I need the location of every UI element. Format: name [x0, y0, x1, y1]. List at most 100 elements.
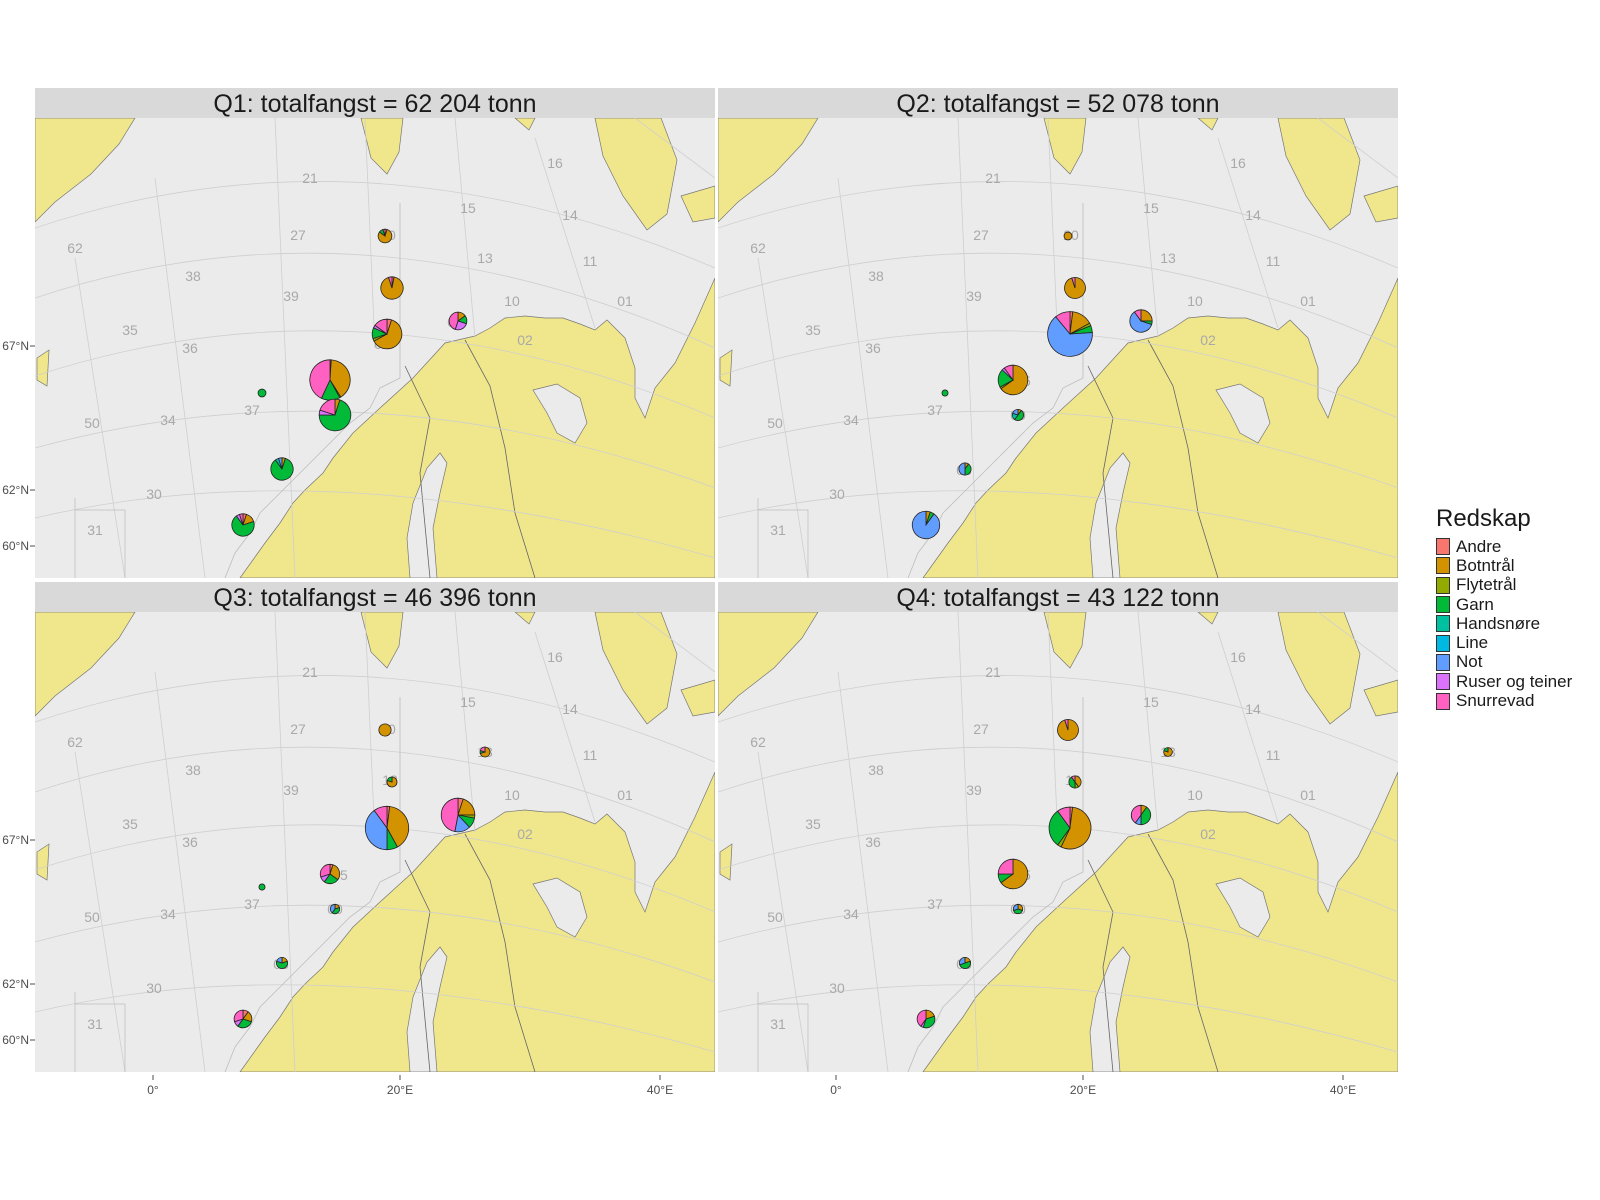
pie-area-00: [1012, 903, 1024, 915]
area-label: 16: [547, 649, 563, 665]
y-tick-label: 62°N: [2, 977, 29, 991]
pie-area-13: [1163, 747, 1173, 757]
pie-slice: [319, 398, 336, 416]
legend-item: Line: [1436, 633, 1600, 652]
pie-slice: [916, 1009, 927, 1027]
x-tick-label: 0°: [147, 1083, 159, 1097]
pie-area-06: [958, 462, 972, 476]
y-tick-label: 62°N: [2, 483, 29, 497]
area-label: 34: [160, 412, 176, 428]
pie-slice: [386, 776, 398, 788]
pie-area-03: [1129, 309, 1153, 333]
pie-area-06: [276, 956, 288, 969]
area-label: 16: [1230, 649, 1246, 665]
pie-area-05: [309, 359, 351, 401]
area-label: 31: [770, 522, 786, 538]
pie-slice: [309, 359, 331, 399]
area-label: 14: [562, 207, 578, 223]
map-area: 2116151427206213113839121001353603020405…: [718, 118, 1398, 578]
pie-area-04: [364, 805, 410, 851]
pie-slice: [276, 960, 288, 969]
area-label: 01: [1300, 787, 1316, 803]
area-label: 01: [1300, 293, 1316, 309]
area-label: 27: [290, 227, 306, 243]
pie-area-03: [1130, 804, 1152, 826]
pie-area-05: [997, 858, 1029, 890]
area-label: 37: [244, 402, 260, 418]
pie-slice: [1048, 810, 1071, 846]
area-label: 14: [1245, 701, 1261, 717]
map-area: 2116151427206213113839121001353603020405…: [718, 612, 1398, 1072]
legend: Redskap Andre Botntrål Flytetrål Garn Handsn…: [1436, 505, 1600, 711]
area-label: 27: [973, 227, 989, 243]
legend-item: Ruser og teiner: [1436, 672, 1600, 691]
area-label: 13: [1160, 250, 1176, 266]
pie-slice: [278, 457, 283, 470]
pie-slice: [1133, 309, 1142, 323]
pie-slice: [386, 776, 393, 783]
pie-slice: [378, 723, 392, 737]
area-label: 16: [547, 155, 563, 171]
legend-item: Not: [1436, 652, 1600, 672]
pie-area-12: [1068, 775, 1082, 789]
pie-area-07: [911, 510, 941, 540]
area-label: 36: [182, 340, 198, 356]
area-label: 15: [460, 200, 476, 216]
area-label: 21: [985, 664, 1001, 680]
area-label: 21: [302, 664, 318, 680]
area-label: 50: [767, 909, 783, 925]
pie-area-07: [916, 1009, 936, 1029]
area-label: 34: [160, 906, 176, 922]
area-label: 39: [966, 782, 982, 798]
legend-label: Handsnøre: [1456, 613, 1541, 633]
x-tick-label: 40°E: [647, 1083, 673, 1097]
pie-slice: [959, 956, 966, 966]
pie-slice: [374, 318, 388, 335]
x-tick-label: 20°E: [1070, 1083, 1096, 1097]
pie-area-05: [997, 364, 1029, 396]
area-label: 38: [868, 268, 884, 284]
pie-slice: [440, 797, 459, 832]
pie-slice: [329, 903, 336, 914]
pie-slice: [958, 462, 966, 476]
legend-item: Botntrål: [1436, 556, 1600, 575]
pie-slice: [448, 311, 459, 330]
pie-area-03: [448, 311, 468, 331]
pie-slice: [1064, 719, 1069, 731]
legend-swatch: [1436, 634, 1450, 652]
pie-slice: [1012, 903, 1019, 911]
legend-label: Botntrål: [1456, 555, 1515, 575]
legend-swatch: [1436, 576, 1450, 594]
pie-area-12: [386, 776, 398, 788]
pie-slice: [1129, 311, 1153, 333]
area-label: 11: [583, 747, 598, 763]
legend-label: Snurrevad: [1456, 691, 1535, 711]
pie-area-20: [1063, 231, 1073, 241]
pie-slice: [1060, 806, 1092, 850]
area-label: 16: [1230, 155, 1246, 171]
panel-strip: [718, 88, 1398, 118]
area-label: 01: [617, 787, 633, 803]
axis-layer: 0° 20°E 40°E 0° 20°E 40°E 67°N 62°N 60°N 67°N 62°N…: [2, 339, 1356, 1097]
pie-slice: [380, 276, 404, 300]
area-label: 15: [1143, 200, 1159, 216]
area-label: 35: [122, 816, 138, 832]
pie-slice: [270, 457, 294, 481]
area-label: 34: [843, 412, 859, 428]
legend-item: Andre: [1436, 537, 1600, 556]
y-tick-label: 60°N: [2, 1033, 29, 1047]
pie-area-04: [371, 318, 403, 350]
pie-slice: [1000, 364, 1029, 396]
area-label: 27: [973, 721, 989, 737]
area-label: 15: [1143, 694, 1159, 710]
pie-area-05: [319, 863, 341, 885]
panel-q1: Q1: totalfangst = 62 204 tonn21161514272…: [35, 88, 715, 578]
area-label: 37: [244, 896, 260, 912]
pie-slice: [373, 805, 388, 830]
legend-item: Flytetrål: [1436, 575, 1600, 595]
pie-slice: [997, 858, 1014, 875]
area-label: 21: [302, 170, 318, 186]
legend-swatch: [1436, 538, 1450, 556]
legend-label: Not: [1456, 652, 1483, 672]
